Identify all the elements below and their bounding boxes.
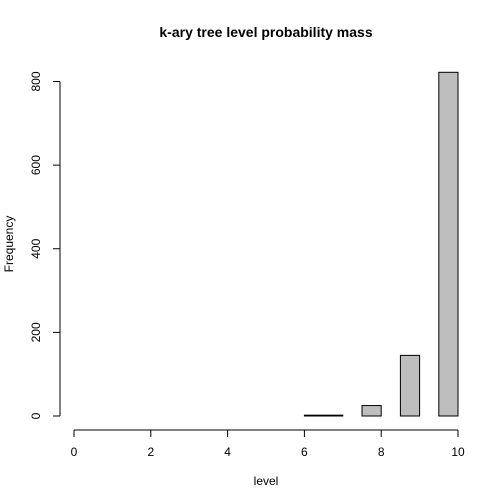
bar-1 xyxy=(362,406,381,416)
y-tick-label-0: 0 xyxy=(29,412,43,419)
bar-0 xyxy=(304,415,342,416)
y-axis-label: Frequency xyxy=(2,216,16,273)
x-axis-label: level xyxy=(254,474,279,488)
chart-title: k-ary tree level probability mass xyxy=(159,24,372,40)
x-axis: 0 2 4 6 8 10 xyxy=(71,430,465,459)
bar-3 xyxy=(439,72,458,416)
y-tick-label-3: 600 xyxy=(29,155,43,175)
x-tick-label-2: 4 xyxy=(224,445,231,459)
x-tick-label-3: 6 xyxy=(301,445,308,459)
bars-group xyxy=(304,72,458,416)
x-tick-label-5: 10 xyxy=(451,445,465,459)
y-tick-label-2: 400 xyxy=(29,238,43,258)
x-tick-label-4: 8 xyxy=(378,445,385,459)
y-tick-label-1: 200 xyxy=(29,322,43,342)
x-tick-label-0: 0 xyxy=(71,445,78,459)
y-tick-label-4: 800 xyxy=(29,71,43,91)
y-axis: 0 200 400 600 800 xyxy=(29,71,60,419)
x-tick-label-1: 2 xyxy=(147,445,154,459)
bar-2 xyxy=(400,355,419,416)
